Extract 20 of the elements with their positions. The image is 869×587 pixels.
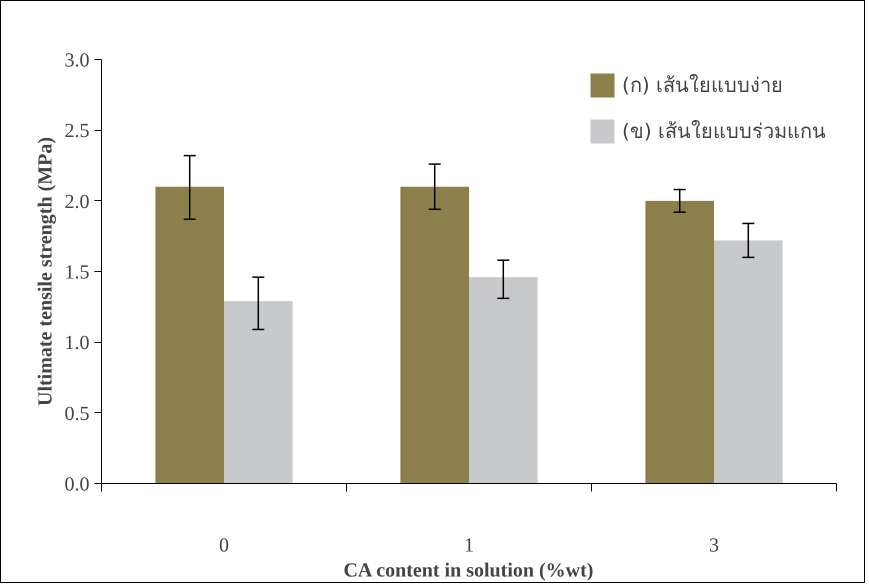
y-tick-label: 2.5 (64, 120, 90, 142)
legend-label: (ก) เส้นใยแบบง่าย (622, 72, 783, 99)
bar (714, 240, 783, 484)
x-tick-label: 3 (709, 534, 719, 556)
y-axis-title: Ultimate tensile strength (MPa) (34, 136, 56, 406)
y-tick-label: 1.5 (64, 262, 90, 284)
y-tick-label: 2.0 (64, 190, 90, 213)
bar (469, 277, 538, 484)
x-tick-label: 1 (464, 534, 474, 556)
y-tick-label: 3.0 (64, 50, 90, 72)
y-tick-label: 1.0 (64, 332, 90, 354)
y-tick-label: 0.0 (64, 474, 90, 496)
y-tick-label: 0.5 (64, 402, 90, 425)
legend-label: (ข) เส้นใยแบบร่วมแกน (622, 118, 826, 145)
bar (155, 186, 224, 484)
x-tick-label: 0 (219, 534, 229, 556)
bar (645, 200, 714, 484)
bar (224, 301, 293, 484)
bar (400, 186, 469, 484)
x-axis-title: CA content in solution (%wt) (343, 560, 594, 582)
